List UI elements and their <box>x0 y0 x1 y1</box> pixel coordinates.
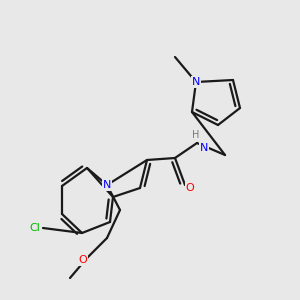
Text: O: O <box>186 183 194 193</box>
Text: N: N <box>192 77 200 87</box>
Text: Cl: Cl <box>30 223 40 233</box>
Text: N: N <box>103 180 111 190</box>
Text: N: N <box>200 143 208 153</box>
Text: O: O <box>79 255 87 265</box>
Text: H: H <box>192 130 200 140</box>
